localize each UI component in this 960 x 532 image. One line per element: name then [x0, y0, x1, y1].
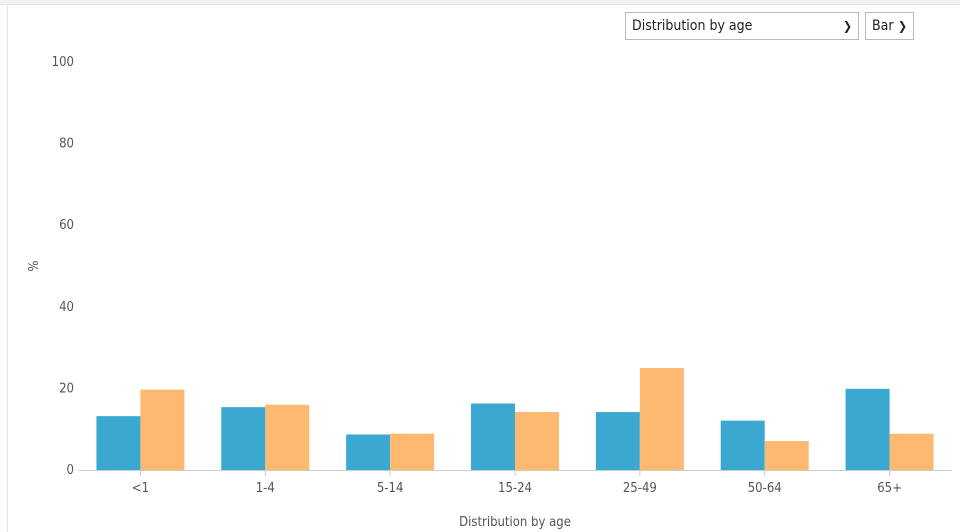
x-tick-label: 25-49 [623, 481, 657, 496]
bar-series-2[interactable] [764, 441, 809, 470]
y-tick-label: 20 [59, 381, 74, 396]
bar-series-1[interactable] [96, 416, 141, 470]
chart-type-select[interactable]: Bar ❯ [865, 12, 914, 40]
y-tick-label: 100 [52, 55, 74, 70]
x-axis-ticks: <1 1-4 5-14 15-24 25-49 50-64 65+ [132, 470, 902, 496]
top-border [0, 0, 960, 5]
bar-series-2[interactable] [390, 433, 435, 470]
chevron-down-icon: ❯ [897, 19, 907, 33]
bar-series-1[interactable] [720, 420, 765, 470]
y-tick-label: 0 [67, 463, 74, 478]
x-tick-label: <1 [132, 481, 149, 496]
left-border [7, 5, 8, 532]
bar-series-1[interactable] [221, 407, 266, 470]
x-tick-label: 5-14 [377, 481, 404, 496]
bars [96, 368, 934, 470]
x-tick-label: 65+ [877, 481, 902, 496]
bar-series-2[interactable] [889, 433, 934, 470]
y-axis-title: % [27, 260, 42, 271]
metric-select-value: Distribution by age [632, 18, 753, 34]
bar-series-1[interactable] [471, 403, 515, 470]
bar-series-2[interactable] [639, 368, 684, 470]
bar-series-2[interactable] [515, 412, 559, 470]
x-tick-label: 50-64 [748, 481, 782, 496]
chevron-down-icon: ❯ [842, 19, 852, 33]
y-tick-label: 40 [59, 300, 74, 315]
y-tick-label: 60 [59, 218, 74, 233]
bar-series-2[interactable] [140, 389, 185, 470]
x-axis-title: Distribution by age [459, 515, 571, 530]
x-tick-label: 15-24 [498, 481, 532, 496]
bar-series-1[interactable] [595, 412, 640, 470]
chart-type-select-value: Bar [872, 18, 894, 34]
bar-series-1[interactable] [845, 388, 890, 470]
y-axis-ticks: 0 20 40 60 80 100 [52, 55, 74, 478]
y-tick-label: 80 [59, 137, 74, 152]
metric-select[interactable]: Distribution by age ❯ [625, 12, 859, 40]
bar-series-1[interactable] [346, 434, 391, 470]
x-tick-label: 1-4 [256, 481, 275, 496]
bar-series-2[interactable] [265, 404, 310, 470]
